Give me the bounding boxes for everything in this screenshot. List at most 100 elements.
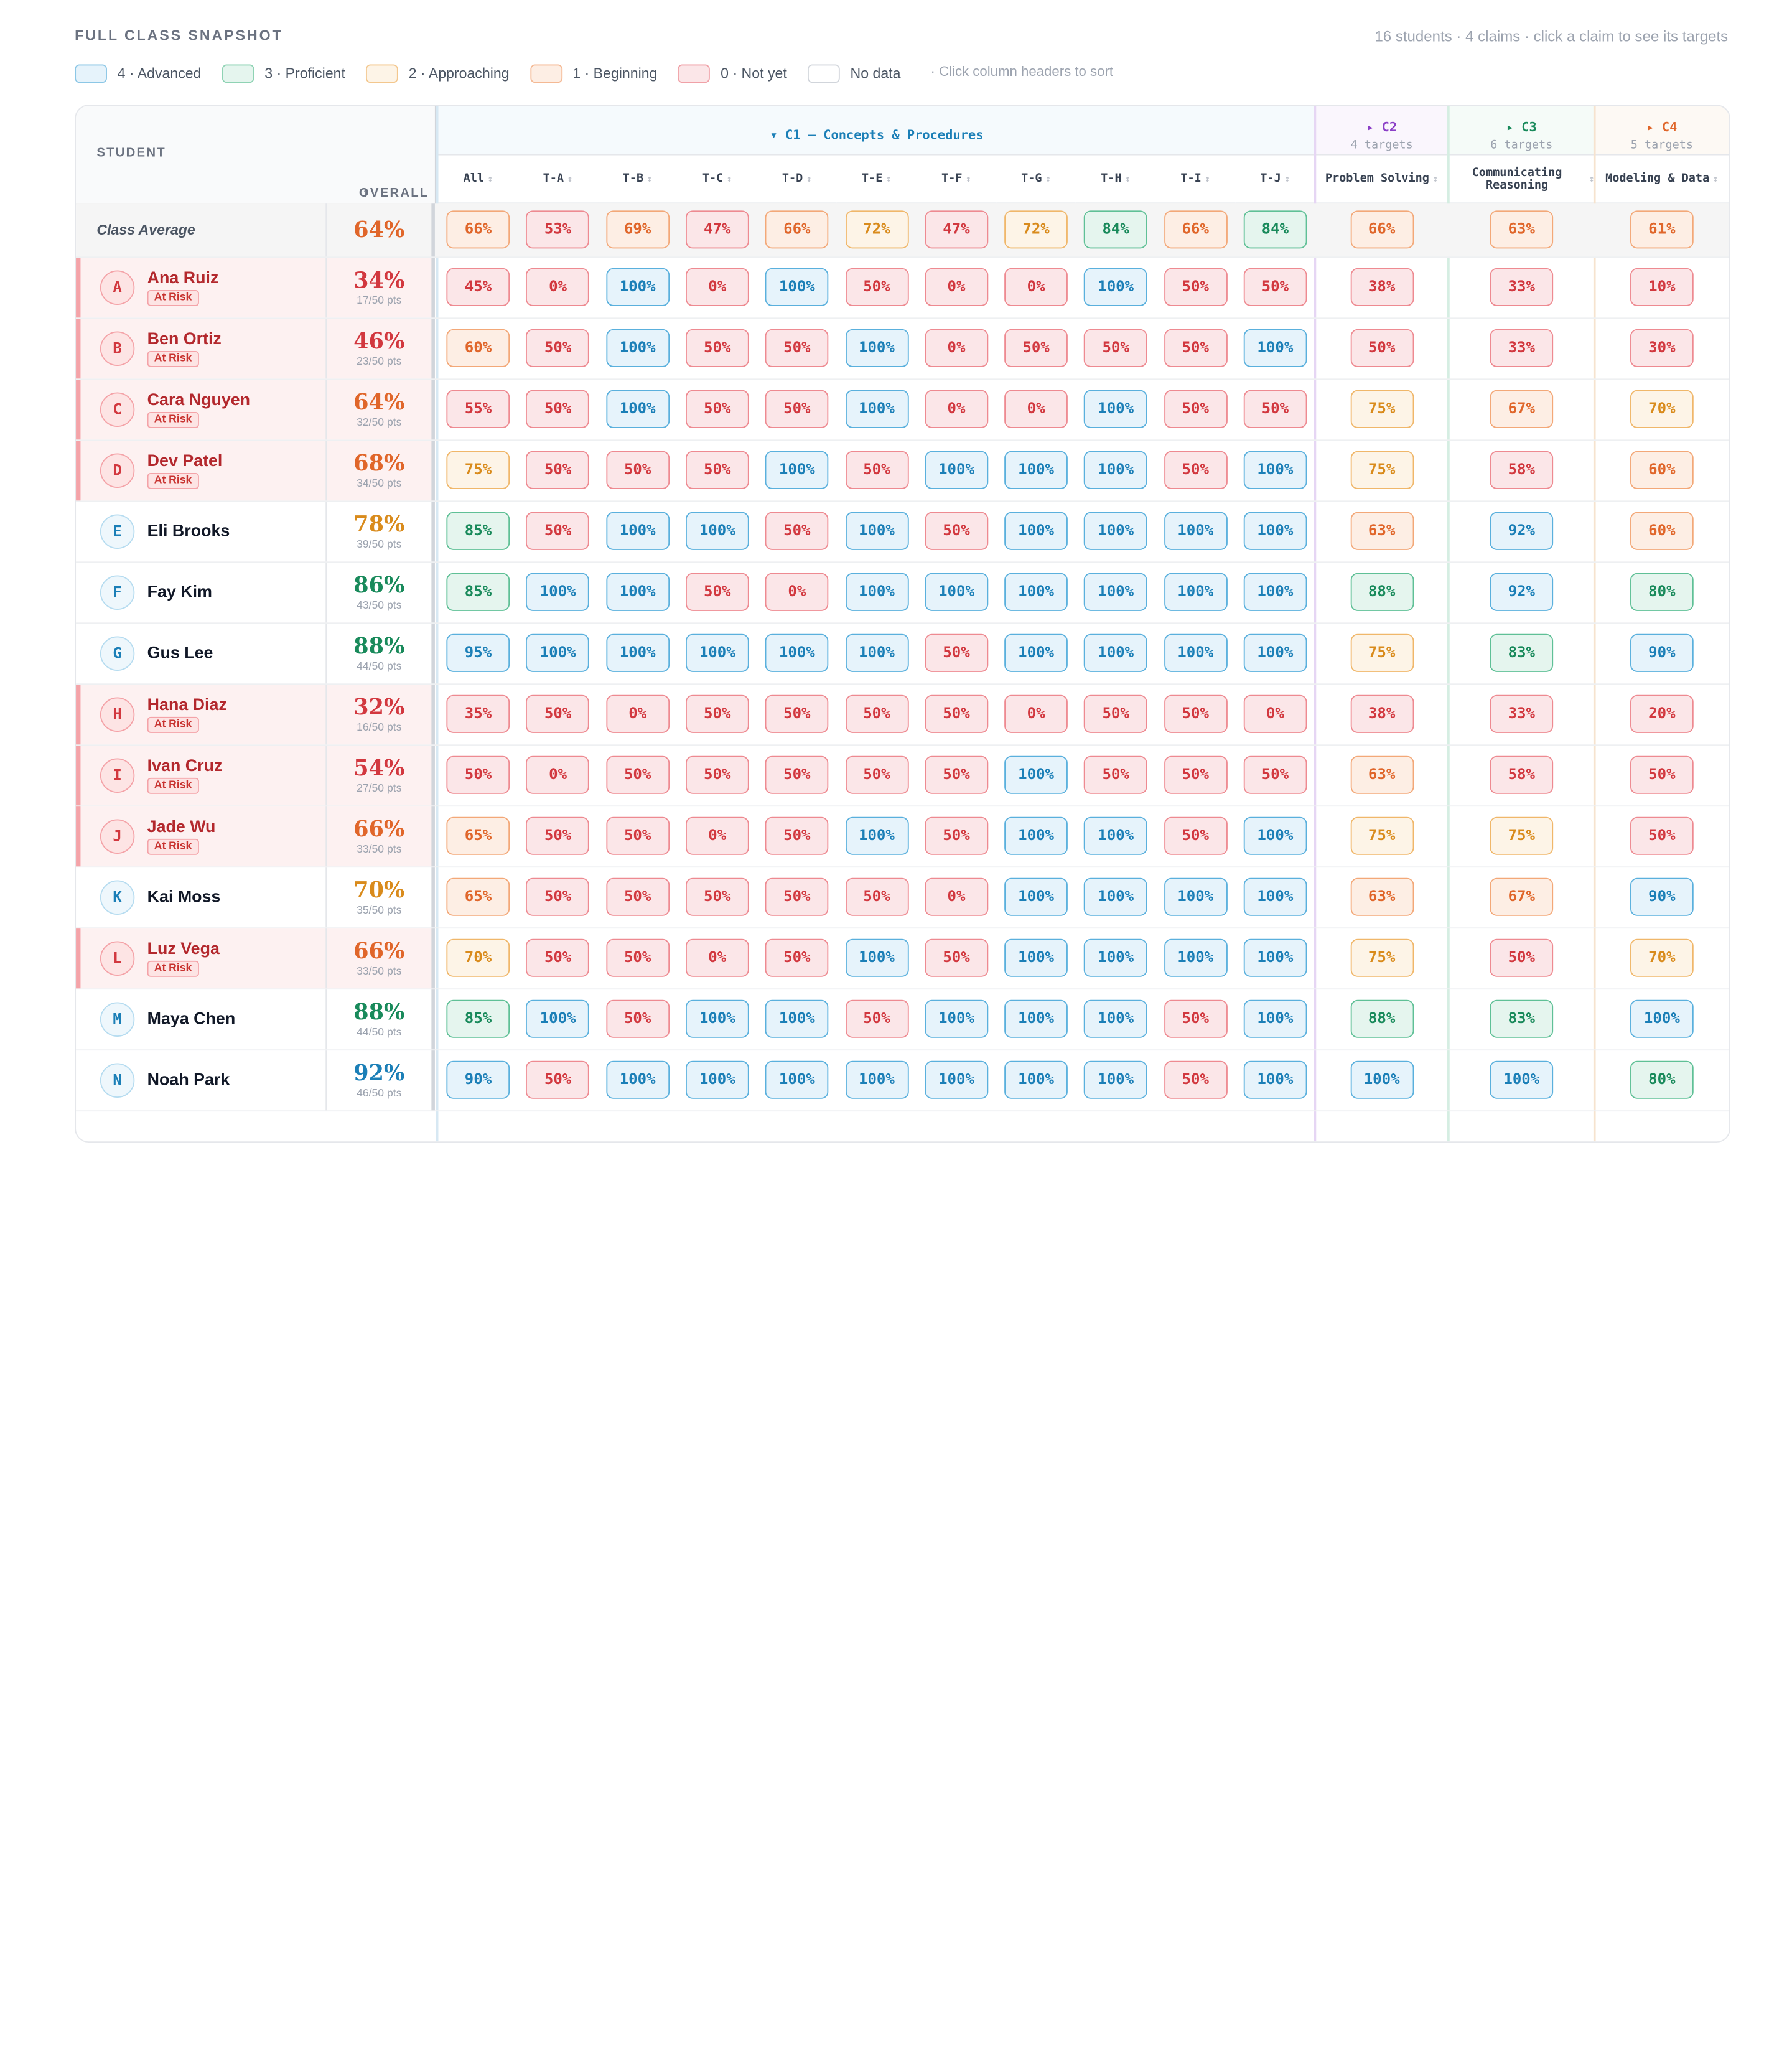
score-cell[interactable]: 70% — [1630, 938, 1694, 977]
column-header-t-f[interactable]: T-F ↕ — [916, 155, 997, 204]
score-cell[interactable]: 55% — [446, 390, 510, 428]
column-header-t-b[interactable]: T-B ↕ — [597, 155, 678, 204]
score-cell[interactable]: 50% — [1490, 938, 1554, 977]
score-cell[interactable]: 50% — [685, 877, 749, 916]
score-cell[interactable]: 0% — [1243, 694, 1307, 733]
score-cell[interactable]: 50% — [925, 755, 988, 794]
score-cell[interactable]: 84% — [1243, 210, 1307, 249]
score-cell[interactable]: 100% — [1004, 999, 1068, 1038]
score-cell[interactable]: 50% — [685, 694, 749, 733]
score-cell[interactable]: 90% — [1630, 633, 1694, 672]
column-header-t-h[interactable]: T-H ↕ — [1076, 155, 1156, 204]
score-cell[interactable]: 100% — [526, 999, 590, 1038]
score-cell[interactable]: 100% — [845, 816, 908, 855]
score-cell[interactable]: 88% — [1350, 999, 1414, 1038]
score-cell[interactable]: 100% — [1630, 999, 1694, 1038]
score-cell[interactable]: 50% — [1630, 816, 1694, 855]
score-cell[interactable]: 100% — [845, 1060, 908, 1099]
score-cell[interactable]: 100% — [925, 573, 988, 611]
score-cell[interactable]: 50% — [1084, 694, 1148, 733]
column-header-t-c[interactable]: T-C ↕ — [677, 155, 757, 204]
column-header-communicating-reasoning[interactable]: Communicating Reasoning ↕ — [1448, 155, 1595, 204]
score-cell[interactable]: 58% — [1490, 755, 1554, 794]
score-cell[interactable]: 50% — [765, 329, 829, 367]
student-row[interactable]: N Noah Park 92% 46/50 pts 90% 50% 100% 100% 100%… — [76, 1050, 1730, 1112]
score-cell[interactable]: 75% — [1350, 633, 1414, 672]
score-cell[interactable]: 33% — [1490, 268, 1554, 306]
score-cell[interactable]: 50% — [526, 694, 590, 733]
score-cell[interactable]: 50% — [526, 816, 590, 855]
score-cell[interactable]: 50% — [765, 512, 829, 550]
score-cell[interactable]: 50% — [845, 268, 908, 306]
score-cell[interactable]: 70% — [446, 938, 510, 977]
score-cell[interactable]: 50% — [845, 451, 908, 489]
column-header-modeling-data[interactable]: Modeling & Data ↕ — [1594, 155, 1730, 204]
score-cell[interactable]: 92% — [1490, 573, 1554, 611]
score-cell[interactable]: 53% — [526, 210, 590, 249]
score-cell[interactable]: 33% — [1490, 329, 1554, 367]
score-cell[interactable]: 100% — [1004, 816, 1068, 855]
score-cell[interactable]: 66% — [1164, 210, 1228, 249]
student-cell[interactable]: D Dev Patel At Risk — [76, 441, 327, 501]
score-cell[interactable]: 67% — [1490, 390, 1554, 428]
score-cell[interactable]: 47% — [925, 210, 988, 249]
score-cell[interactable]: 50% — [526, 512, 590, 550]
score-cell[interactable]: 50% — [1084, 329, 1148, 367]
score-cell[interactable]: 75% — [1350, 451, 1414, 489]
score-cell[interactable]: 63% — [1350, 755, 1414, 794]
score-cell[interactable]: 100% — [845, 573, 908, 611]
column-header-t-g[interactable]: T-G ↕ — [996, 155, 1076, 204]
score-cell[interactable]: 72% — [1004, 210, 1068, 249]
score-cell[interactable]: 100% — [1004, 573, 1068, 611]
score-cell[interactable]: 50% — [1243, 755, 1307, 794]
score-cell[interactable]: 100% — [605, 512, 670, 550]
student-name[interactable]: Jade Wu — [147, 818, 216, 837]
student-cell[interactable]: G Gus Lee — [76, 624, 327, 684]
score-cell[interactable]: 100% — [1004, 633, 1068, 672]
score-cell[interactable]: 100% — [685, 999, 749, 1038]
score-cell[interactable]: 100% — [1004, 938, 1068, 977]
score-cell[interactable]: 50% — [685, 390, 749, 428]
score-cell[interactable]: 100% — [1164, 938, 1228, 977]
student-name[interactable]: Cara Nguyen — [147, 391, 251, 410]
score-cell[interactable]: 50% — [685, 573, 749, 611]
score-cell[interactable]: 0% — [685, 938, 749, 977]
score-cell[interactable]: 47% — [685, 210, 749, 249]
student-row[interactable]: J Jade Wu At Risk 66% 33/50 pts 65% 50% 50% 0% 50… — [76, 806, 1730, 868]
student-cell[interactable]: I Ivan Cruz At Risk — [76, 746, 327, 806]
score-cell[interactable]: 100% — [1084, 390, 1148, 428]
score-cell[interactable]: 50% — [605, 816, 670, 855]
score-cell[interactable]: 66% — [446, 210, 510, 249]
score-cell[interactable]: 100% — [685, 633, 749, 672]
score-cell[interactable]: 63% — [1350, 877, 1414, 916]
score-cell[interactable]: 90% — [1630, 877, 1694, 916]
column-header-t-e[interactable]: T-E ↕ — [836, 155, 917, 204]
score-cell[interactable]: 60% — [1630, 512, 1694, 550]
score-cell[interactable]: 88% — [1350, 573, 1414, 611]
score-cell[interactable]: 100% — [765, 999, 829, 1038]
student-column-header[interactable]: STUDENT — [76, 106, 328, 205]
score-cell[interactable]: 50% — [526, 938, 590, 977]
score-cell[interactable]: 100% — [1084, 938, 1148, 977]
student-row[interactable]: M Maya Chen 88% 44/50 pts 85% 100% 50% 100% 100%… — [76, 989, 1730, 1051]
score-cell[interactable]: 50% — [765, 877, 829, 916]
score-cell[interactable]: 100% — [605, 633, 670, 672]
score-cell[interactable]: 100% — [845, 390, 908, 428]
score-cell[interactable]: 100% — [845, 938, 908, 977]
score-cell[interactable]: 50% — [1243, 268, 1307, 306]
score-cell[interactable]: 50% — [526, 390, 590, 428]
score-cell[interactable]: 50% — [765, 938, 829, 977]
score-cell[interactable]: 100% — [685, 512, 749, 550]
score-cell[interactable]: 100% — [765, 268, 829, 306]
student-cell[interactable]: E Eli Brooks — [76, 502, 327, 562]
score-cell[interactable]: 100% — [1243, 573, 1307, 611]
column-header-all[interactable]: All ↕ — [438, 155, 518, 204]
score-cell[interactable]: 100% — [765, 1060, 829, 1099]
score-cell[interactable]: 75% — [1350, 816, 1414, 855]
score-cell[interactable]: 45% — [446, 268, 510, 306]
score-cell[interactable]: 69% — [605, 210, 670, 249]
score-cell[interactable]: 50% — [925, 938, 988, 977]
score-cell[interactable]: 100% — [1243, 816, 1307, 855]
score-cell[interactable]: 0% — [925, 877, 988, 916]
student-cell[interactable]: K Kai Moss — [76, 867, 327, 928]
